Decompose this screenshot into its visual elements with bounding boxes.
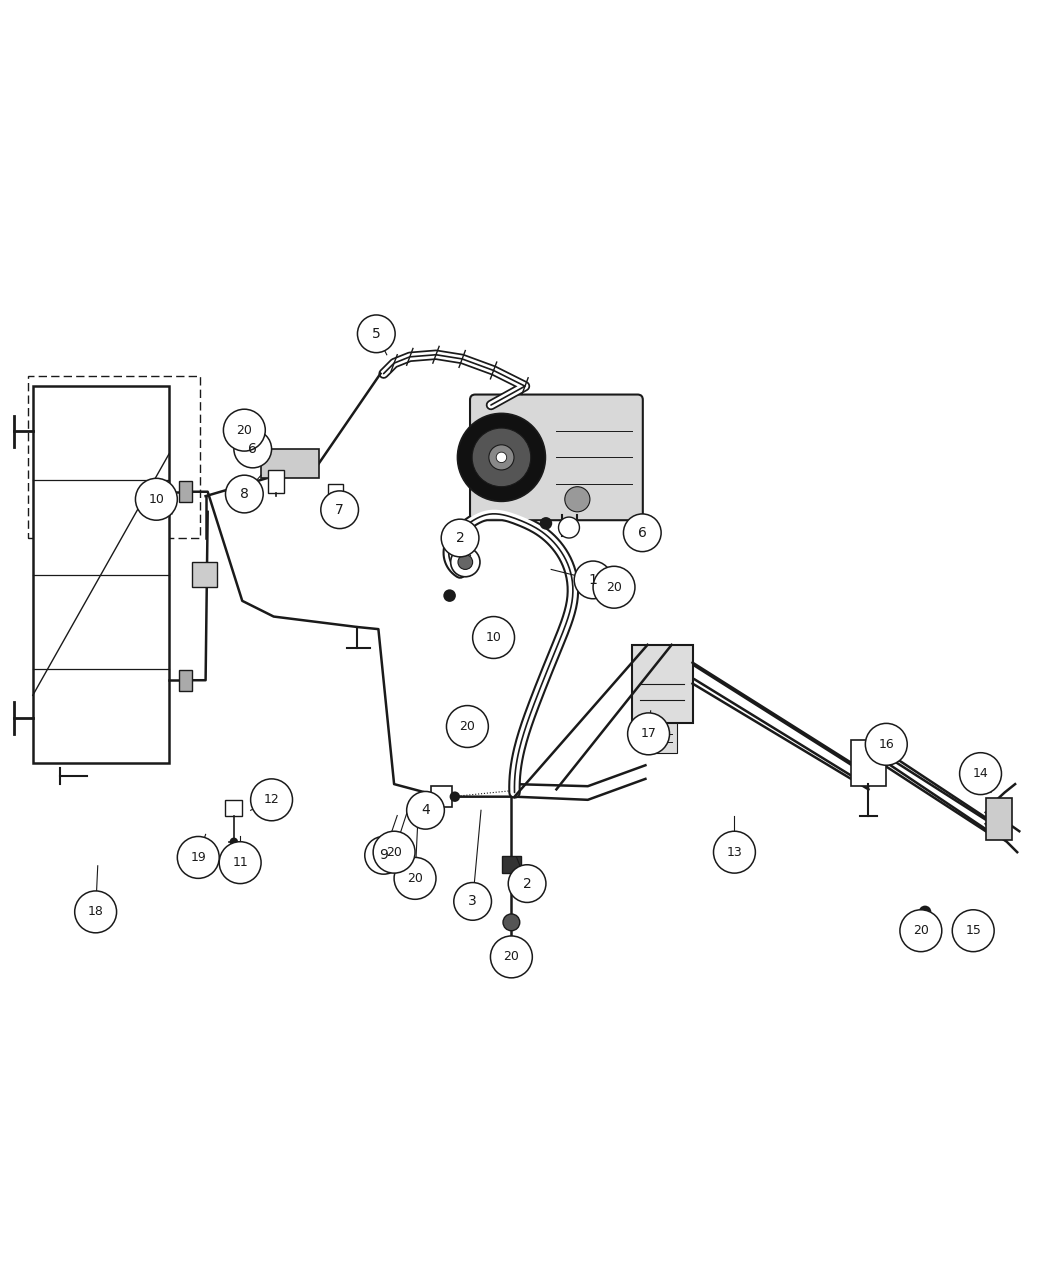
Circle shape bbox=[446, 705, 488, 747]
Text: 9: 9 bbox=[379, 848, 388, 862]
Circle shape bbox=[865, 723, 907, 765]
Circle shape bbox=[900, 910, 942, 951]
Text: 6: 6 bbox=[248, 442, 257, 456]
Text: 16: 16 bbox=[879, 738, 895, 751]
Text: 20: 20 bbox=[236, 423, 252, 436]
Text: 2: 2 bbox=[456, 530, 464, 544]
Text: 20: 20 bbox=[606, 580, 622, 594]
Circle shape bbox=[406, 792, 444, 829]
Text: 17: 17 bbox=[640, 727, 656, 741]
Text: 12: 12 bbox=[264, 793, 279, 806]
Circle shape bbox=[489, 445, 514, 470]
Circle shape bbox=[490, 936, 532, 978]
Bar bbox=[648, 723, 677, 752]
Circle shape bbox=[321, 491, 358, 529]
Bar bbox=[180, 669, 192, 691]
Text: 20: 20 bbox=[460, 720, 476, 733]
Text: 14: 14 bbox=[972, 768, 988, 780]
Circle shape bbox=[226, 476, 264, 513]
Circle shape bbox=[443, 589, 456, 602]
Circle shape bbox=[373, 831, 415, 873]
Text: 20: 20 bbox=[386, 845, 402, 858]
Circle shape bbox=[559, 518, 580, 538]
Circle shape bbox=[458, 413, 545, 501]
Circle shape bbox=[952, 910, 994, 951]
Circle shape bbox=[714, 831, 755, 873]
Circle shape bbox=[230, 838, 238, 845]
Circle shape bbox=[75, 891, 117, 933]
Text: 15: 15 bbox=[965, 924, 981, 937]
Bar bbox=[261, 449, 319, 478]
Text: 18: 18 bbox=[88, 905, 104, 918]
Bar bbox=[27, 376, 201, 538]
Bar bbox=[986, 798, 1012, 840]
Circle shape bbox=[364, 836, 402, 875]
Circle shape bbox=[628, 713, 670, 755]
Circle shape bbox=[450, 547, 480, 576]
Bar bbox=[269, 470, 285, 493]
Text: 11: 11 bbox=[232, 856, 248, 870]
Text: 20: 20 bbox=[912, 924, 929, 937]
Bar bbox=[192, 562, 217, 588]
Circle shape bbox=[422, 792, 433, 802]
Text: 10: 10 bbox=[148, 492, 164, 506]
Bar bbox=[430, 787, 452, 807]
FancyBboxPatch shape bbox=[470, 394, 643, 520]
Circle shape bbox=[508, 864, 546, 903]
Circle shape bbox=[593, 566, 635, 608]
Bar bbox=[33, 386, 169, 764]
Bar bbox=[328, 483, 342, 506]
Bar bbox=[180, 481, 192, 502]
Circle shape bbox=[454, 882, 491, 921]
Circle shape bbox=[503, 914, 520, 931]
Text: 4: 4 bbox=[421, 803, 429, 817]
Text: 2: 2 bbox=[523, 877, 531, 891]
Text: 13: 13 bbox=[727, 845, 742, 858]
Text: 10: 10 bbox=[486, 631, 502, 644]
Text: 19: 19 bbox=[190, 850, 206, 864]
FancyBboxPatch shape bbox=[850, 740, 886, 787]
Text: 5: 5 bbox=[372, 326, 381, 340]
Circle shape bbox=[919, 905, 931, 918]
Circle shape bbox=[441, 519, 479, 557]
Text: 8: 8 bbox=[239, 487, 249, 501]
Circle shape bbox=[177, 836, 219, 878]
Text: 20: 20 bbox=[407, 872, 423, 885]
Text: 1: 1 bbox=[589, 572, 597, 586]
Circle shape bbox=[624, 514, 662, 552]
Circle shape bbox=[574, 561, 612, 599]
Text: 3: 3 bbox=[468, 894, 477, 908]
Circle shape bbox=[394, 857, 436, 899]
Bar bbox=[502, 857, 521, 873]
Circle shape bbox=[540, 518, 552, 529]
Bar bbox=[226, 799, 243, 816]
Circle shape bbox=[234, 430, 272, 468]
Circle shape bbox=[135, 478, 177, 520]
Circle shape bbox=[449, 792, 460, 802]
Circle shape bbox=[472, 617, 514, 658]
Text: 6: 6 bbox=[637, 525, 647, 539]
Circle shape bbox=[251, 779, 293, 821]
Circle shape bbox=[497, 453, 507, 463]
Circle shape bbox=[458, 555, 472, 570]
Circle shape bbox=[224, 409, 266, 451]
Circle shape bbox=[472, 428, 530, 487]
Circle shape bbox=[357, 315, 395, 353]
Text: 7: 7 bbox=[335, 502, 344, 516]
Text: 20: 20 bbox=[503, 950, 520, 964]
Circle shape bbox=[960, 752, 1002, 794]
Circle shape bbox=[565, 487, 590, 511]
FancyBboxPatch shape bbox=[632, 645, 693, 723]
Circle shape bbox=[219, 842, 261, 884]
